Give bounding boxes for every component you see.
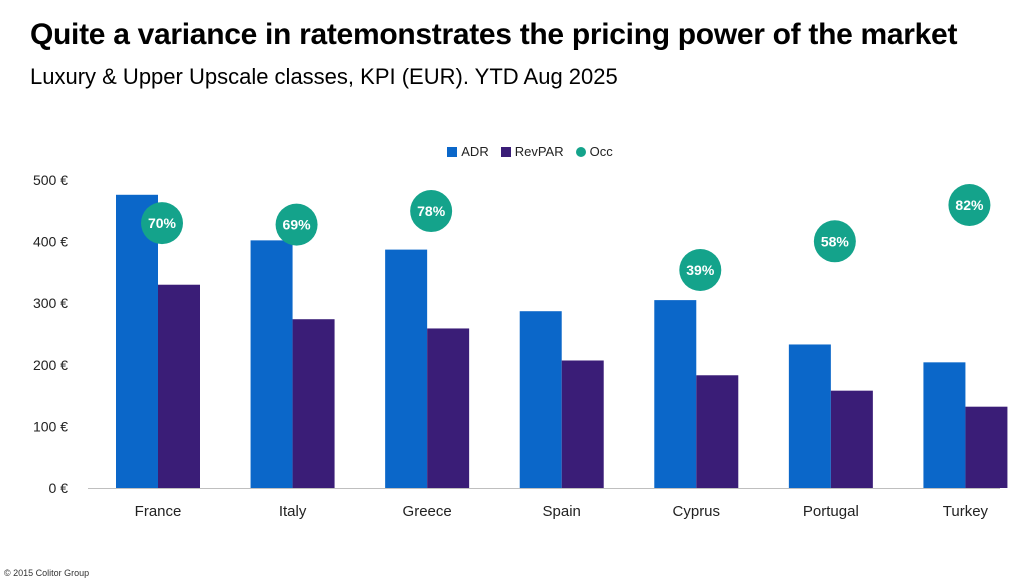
legend-swatch-revpar bbox=[500, 146, 511, 157]
legend-swatch-adr bbox=[447, 146, 458, 157]
copyright-footer: © 2015 Colitor Group bbox=[4, 568, 90, 578]
chart-legend: ADR RevPAR Occ bbox=[0, 144, 1020, 159]
bar-revpar bbox=[561, 360, 604, 488]
legend-label-occ: Occ bbox=[589, 144, 613, 159]
chart-subtitle: Luxury & Upper Upscale classes, KPI (EUR… bbox=[30, 64, 618, 89]
y-tick-label: 500 € bbox=[33, 172, 68, 188]
x-tick-label: Spain bbox=[543, 503, 581, 520]
occ-marker bbox=[410, 190, 453, 233]
bar-revpar bbox=[696, 375, 739, 488]
x-tick-label: Turkey bbox=[943, 503, 989, 520]
occ-data-label: 69% bbox=[283, 217, 312, 233]
occ-marker bbox=[813, 220, 856, 263]
occ-data-label: 82% bbox=[955, 197, 984, 213]
bar-revpar bbox=[427, 328, 470, 488]
x-tick-label: France bbox=[135, 503, 182, 520]
occ-data-label: 78% bbox=[417, 203, 446, 219]
bar-revpar bbox=[830, 390, 873, 488]
occ-data-label: 70% bbox=[148, 215, 177, 231]
y-tick-label: 400 € bbox=[33, 234, 68, 250]
chart-title: Quite a variance in ratemonstrates the p… bbox=[30, 18, 958, 51]
legend-label-revpar: RevPAR bbox=[514, 144, 564, 159]
y-tick-label: 200 € bbox=[33, 357, 68, 373]
y-tick-label: 300 € bbox=[33, 295, 68, 311]
x-tick-label: Portugal bbox=[803, 503, 859, 520]
occ-marker bbox=[948, 184, 991, 226]
bar-adr bbox=[116, 194, 158, 488]
bar-revpar bbox=[292, 319, 335, 488]
x-tick-label: Cyprus bbox=[673, 503, 721, 520]
occ-data-label: 58% bbox=[821, 233, 850, 249]
y-tick-label: 100 € bbox=[33, 418, 68, 434]
bar-adr bbox=[250, 240, 293, 488]
x-tick-label: Greece bbox=[403, 503, 452, 520]
occ-data-label: 39% bbox=[686, 262, 715, 278]
bar-adr bbox=[654, 300, 697, 488]
legend-label-adr: ADR bbox=[461, 144, 489, 159]
occ-marker bbox=[679, 249, 722, 292]
bar-revpar bbox=[158, 284, 200, 488]
y-tick-label: 0 € bbox=[49, 480, 69, 496]
x-tick-label: Italy bbox=[279, 503, 307, 520]
bar-adr bbox=[385, 249, 428, 488]
bar-adr bbox=[923, 362, 966, 488]
bar-revpar bbox=[965, 406, 1008, 488]
bar-adr bbox=[788, 344, 831, 488]
legend-item-adr: ADR bbox=[447, 144, 489, 159]
occ-marker bbox=[141, 202, 183, 245]
legend-item-revpar: RevPAR bbox=[500, 144, 564, 159]
legend-swatch-occ bbox=[575, 146, 586, 157]
legend-item-occ: Occ bbox=[575, 144, 613, 159]
occ-marker bbox=[275, 203, 318, 246]
bar-adr bbox=[519, 311, 562, 488]
